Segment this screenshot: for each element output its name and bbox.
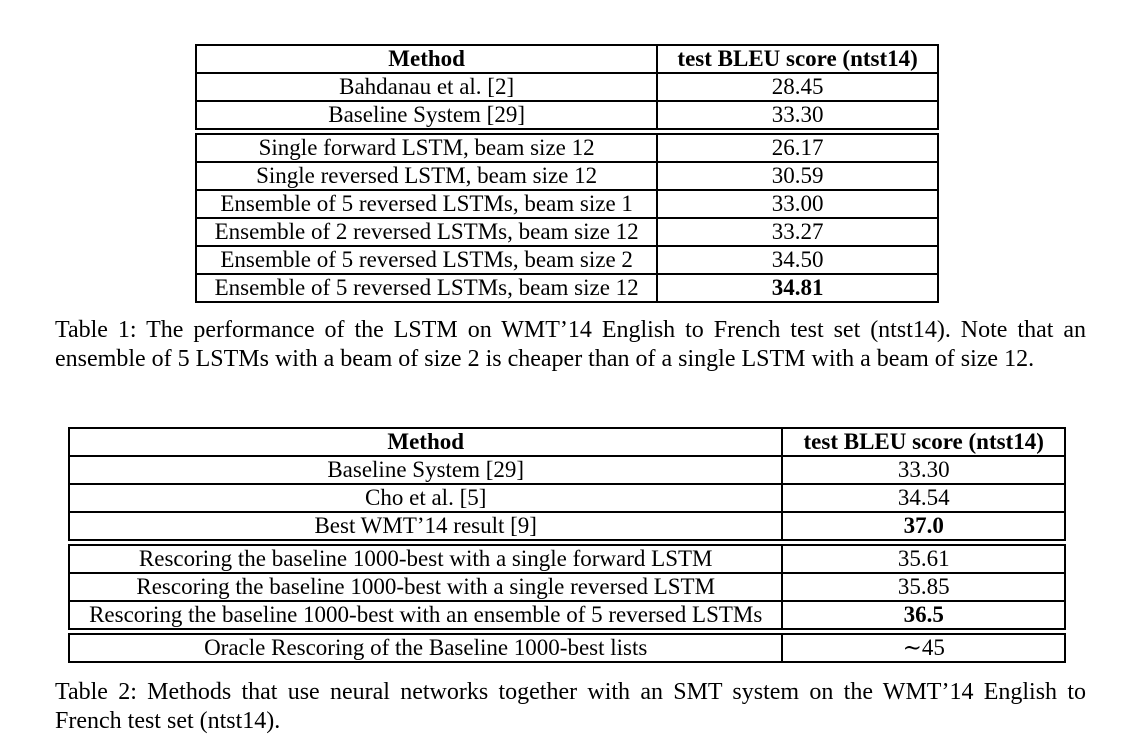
results-table-1: Method test BLEU score (ntst14) Bahdanau… <box>194 44 939 303</box>
method-cell: Ensemble of 2 reversed LSTMs, beam size … <box>194 217 659 247</box>
score-cell: 33.00 <box>656 189 939 219</box>
results-table-2: Method test BLEU score (ntst14) Baseline… <box>67 427 1066 663</box>
table-body: Baseline System [29] 33.30 Cho et al. [5] 3… <box>67 455 1066 663</box>
method-cell: Ensemble of 5 reversed LSTMs, beam size … <box>194 189 659 219</box>
table-header-row: Method test BLEU score (ntst14) <box>194 44 939 74</box>
score-cell: 34.50 <box>656 245 939 275</box>
score-cell: 34.81 <box>656 273 939 303</box>
method-cell: Baseline System [29] <box>194 100 659 130</box>
method-cell: Ensemble of 5 reversed LSTMs, beam size … <box>194 273 659 303</box>
score-cell: 33.30 <box>781 455 1066 485</box>
method-cell: Single reversed LSTM, beam size 12 <box>194 161 659 191</box>
method-cell: Best WMT’14 result [9] <box>67 511 784 541</box>
score-column-header: test BLEU score (ntst14) <box>656 44 939 74</box>
score-cell: 35.61 <box>781 544 1066 574</box>
table-row: Baseline System [29] 33.30 <box>194 100 939 130</box>
table-row: Oracle Rescoring of the Baseline 1000-be… <box>67 633 1066 663</box>
method-cell: Baseline System [29] <box>67 455 784 485</box>
table-row: Cho et al. [5] 34.54 <box>67 483 1066 513</box>
score-cell: 34.54 <box>781 483 1066 513</box>
method-column-header: Method <box>194 44 659 74</box>
table-header-row: Method test BLEU score (ntst14) <box>67 427 1066 457</box>
table-row: Ensemble of 2 reversed LSTMs, beam size … <box>194 217 939 247</box>
method-cell: Cho et al. [5] <box>67 483 784 513</box>
table-row: Best WMT’14 result [9] 37.0 <box>67 511 1066 541</box>
table-2-caption: Table 2: Methods that use neural network… <box>55 679 1086 734</box>
score-cell: 30.59 <box>656 161 939 191</box>
score-cell: 37.0 <box>781 511 1066 541</box>
score-cell: 26.17 <box>656 133 939 163</box>
method-cell: Rescoring the baseline 1000-best with an… <box>67 600 784 630</box>
score-cell: ∼45 <box>781 633 1066 663</box>
table-body: Bahdanau et al. [2] 28.45 Baseline System … <box>194 72 939 303</box>
table-row: Single reversed LSTM, beam size 12 30.59 <box>194 161 939 191</box>
table-1-caption: Table 1: The performance of the LSTM on … <box>55 317 1086 372</box>
score-cell: 36.5 <box>781 600 1066 630</box>
table-row: Bahdanau et al. [2] 28.45 <box>194 72 939 102</box>
table-row: Ensemble of 5 reversed LSTMs, beam size … <box>194 273 939 303</box>
table-row: Rescoring the baseline 1000-best with a … <box>67 572 1066 602</box>
method-cell: Rescoring the baseline 1000-best with a … <box>67 544 784 574</box>
score-cell: 28.45 <box>656 72 939 102</box>
table-row: Ensemble of 5 reversed LSTMs, beam size … <box>194 189 939 219</box>
table-row: Single forward LSTM, beam size 12 26.17 <box>194 133 939 163</box>
score-cell: 33.27 <box>656 217 939 247</box>
method-cell: Oracle Rescoring of the Baseline 1000-be… <box>67 633 784 663</box>
table-row: Rescoring the baseline 1000-best with an… <box>67 600 1066 630</box>
method-cell: Bahdanau et al. [2] <box>194 72 659 102</box>
score-cell: 35.85 <box>781 572 1066 602</box>
table-row: Rescoring the baseline 1000-best with a … <box>67 544 1066 574</box>
score-cell: 33.30 <box>656 100 939 130</box>
method-cell: Ensemble of 5 reversed LSTMs, beam size … <box>194 245 659 275</box>
method-cell: Rescoring the baseline 1000-best with a … <box>67 572 784 602</box>
table-row: Baseline System [29] 33.30 <box>67 455 1066 485</box>
score-column-header: test BLEU score (ntst14) <box>781 427 1066 457</box>
method-cell: Single forward LSTM, beam size 12 <box>194 133 659 163</box>
table-row: Ensemble of 5 reversed LSTMs, beam size … <box>194 245 939 275</box>
method-column-header: Method <box>67 427 784 457</box>
